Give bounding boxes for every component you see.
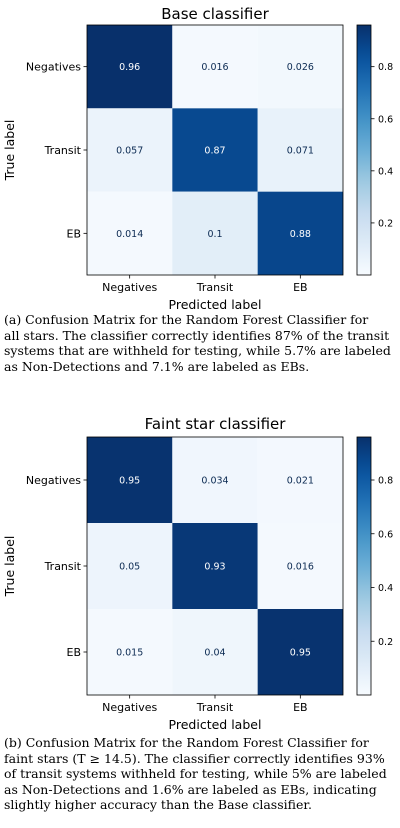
cell-value-label: 0.071 xyxy=(287,146,314,157)
y-tick-label: EB xyxy=(67,227,82,240)
y-tick-label: EB xyxy=(67,646,82,659)
caption-base: (a) Confusion Matrix for the Random Fore… xyxy=(4,312,396,374)
cell-value-label: 0.95 xyxy=(290,648,311,659)
cell-value-label: 0.021 xyxy=(287,476,314,487)
x-tick-label: EB xyxy=(293,281,308,294)
caption-faint: (b) Confusion Matrix for the Random Fore… xyxy=(4,735,396,813)
y-tick-label: Transit xyxy=(44,144,82,157)
caption-line: systems that are withheld for testing, w… xyxy=(4,343,391,358)
caption-line: (b) Confusion Matrix for the Random Fore… xyxy=(4,735,369,750)
y-axis-label: True label xyxy=(2,120,17,182)
cell-value-label: 0.016 xyxy=(201,62,228,73)
heatmap-cell xyxy=(87,437,173,523)
heatmap-cell xyxy=(257,108,343,192)
y-tick-label: Negatives xyxy=(26,474,81,487)
heatmap-cell xyxy=(172,437,258,523)
caption-line: all stars. The classifier correctly iden… xyxy=(4,327,390,343)
colorbar-tick-label: 0.6 xyxy=(378,114,393,125)
cell-value-label: 0.96 xyxy=(119,62,140,73)
heatmap-cell xyxy=(87,191,173,275)
heatmap-cell xyxy=(172,523,258,609)
x-tick-label: Negatives xyxy=(102,281,157,294)
cell-value-label: 0.04 xyxy=(204,648,225,659)
heatmap-cell xyxy=(172,191,258,275)
colorbar-tick-label: 0.8 xyxy=(378,476,393,487)
x-axis-label: Predicted label xyxy=(169,297,262,312)
y-tick-label: Negatives xyxy=(26,61,81,74)
heatmap-cell xyxy=(257,191,343,275)
caption-line: as Non-Detections and 1.6% are labeled a… xyxy=(4,781,377,797)
cell-value-label: 0.93 xyxy=(204,562,225,573)
colorbar xyxy=(356,436,372,696)
caption-line: as Non-Detections and 7.1% are labeled a… xyxy=(4,358,310,374)
heatmap-cell xyxy=(257,437,343,523)
heatmap-cell xyxy=(257,609,343,695)
heatmap-cell xyxy=(172,108,258,192)
caption-line: slightly higher accuracy than the Base c… xyxy=(4,797,312,812)
x-axis-label: Predicted label xyxy=(169,717,262,732)
figure-base-classifier: Base classifier 0.96 0.016 0.026 0.057 0.87 0.… xyxy=(0,0,400,410)
y-axis-label: True label xyxy=(2,536,17,598)
x-tick-label: Transit xyxy=(196,701,234,714)
x-tick-label: EB xyxy=(293,701,308,714)
colorbar-tick-label: 0.2 xyxy=(378,218,393,229)
caption-line: of transit systems withheld for testing,… xyxy=(4,766,387,781)
cell-value-label: 0.87 xyxy=(204,146,225,157)
heatmap-cell xyxy=(87,523,173,609)
heatmap-cell xyxy=(172,25,258,109)
heatmap-cell xyxy=(87,609,173,695)
colorbar-tick-label: 0.6 xyxy=(378,529,393,540)
confusion-matrix-faint: Faint star classifier 0.95 0.034 0.021 0.05 0… xyxy=(2,415,393,732)
caption-line: (a) Confusion Matrix for the Random Fore… xyxy=(4,312,369,327)
x-tick-label: Negatives xyxy=(102,701,157,714)
x-tick-label: Transit xyxy=(196,281,234,294)
chart-title: Base classifier xyxy=(161,5,269,23)
cell-value-label: 0.1 xyxy=(207,229,222,240)
cell-value-label: 0.05 xyxy=(119,562,140,573)
caption-line: faint stars (T ≥ 14.5). The classifier c… xyxy=(4,750,385,766)
colorbar-tick-label: 0.4 xyxy=(378,166,393,177)
heatmap-cell xyxy=(172,609,258,695)
cell-value-label: 0.034 xyxy=(201,476,228,487)
cell-value-label: 0.95 xyxy=(119,476,140,487)
cell-value-label: 0.057 xyxy=(116,146,143,157)
cell-value-label: 0.016 xyxy=(287,562,314,573)
confusion-matrix-base: Base classifier 0.96 0.016 0.026 0.057 0.87 0.… xyxy=(2,5,393,312)
heatmap-cell xyxy=(87,25,173,109)
figure-faint-star-classifier: Faint star classifier 0.95 0.034 0.021 0.05 0… xyxy=(0,410,400,828)
colorbar-tick-label: 0.2 xyxy=(378,637,393,648)
cell-value-label: 0.014 xyxy=(116,229,143,240)
cell-value-label: 0.88 xyxy=(290,229,311,240)
heatmap-cell xyxy=(87,108,173,192)
cell-value-label: 0.026 xyxy=(287,62,314,73)
colorbar xyxy=(356,24,372,276)
heatmap-cell xyxy=(257,523,343,609)
colorbar-tick-label: 0.4 xyxy=(378,583,393,594)
heatmap-cell xyxy=(257,25,343,109)
chart-title: Faint star classifier xyxy=(145,415,287,433)
colorbar-tick-label: 0.8 xyxy=(378,62,393,73)
y-tick-label: Transit xyxy=(44,560,82,573)
cell-value-label: 0.015 xyxy=(116,648,143,659)
